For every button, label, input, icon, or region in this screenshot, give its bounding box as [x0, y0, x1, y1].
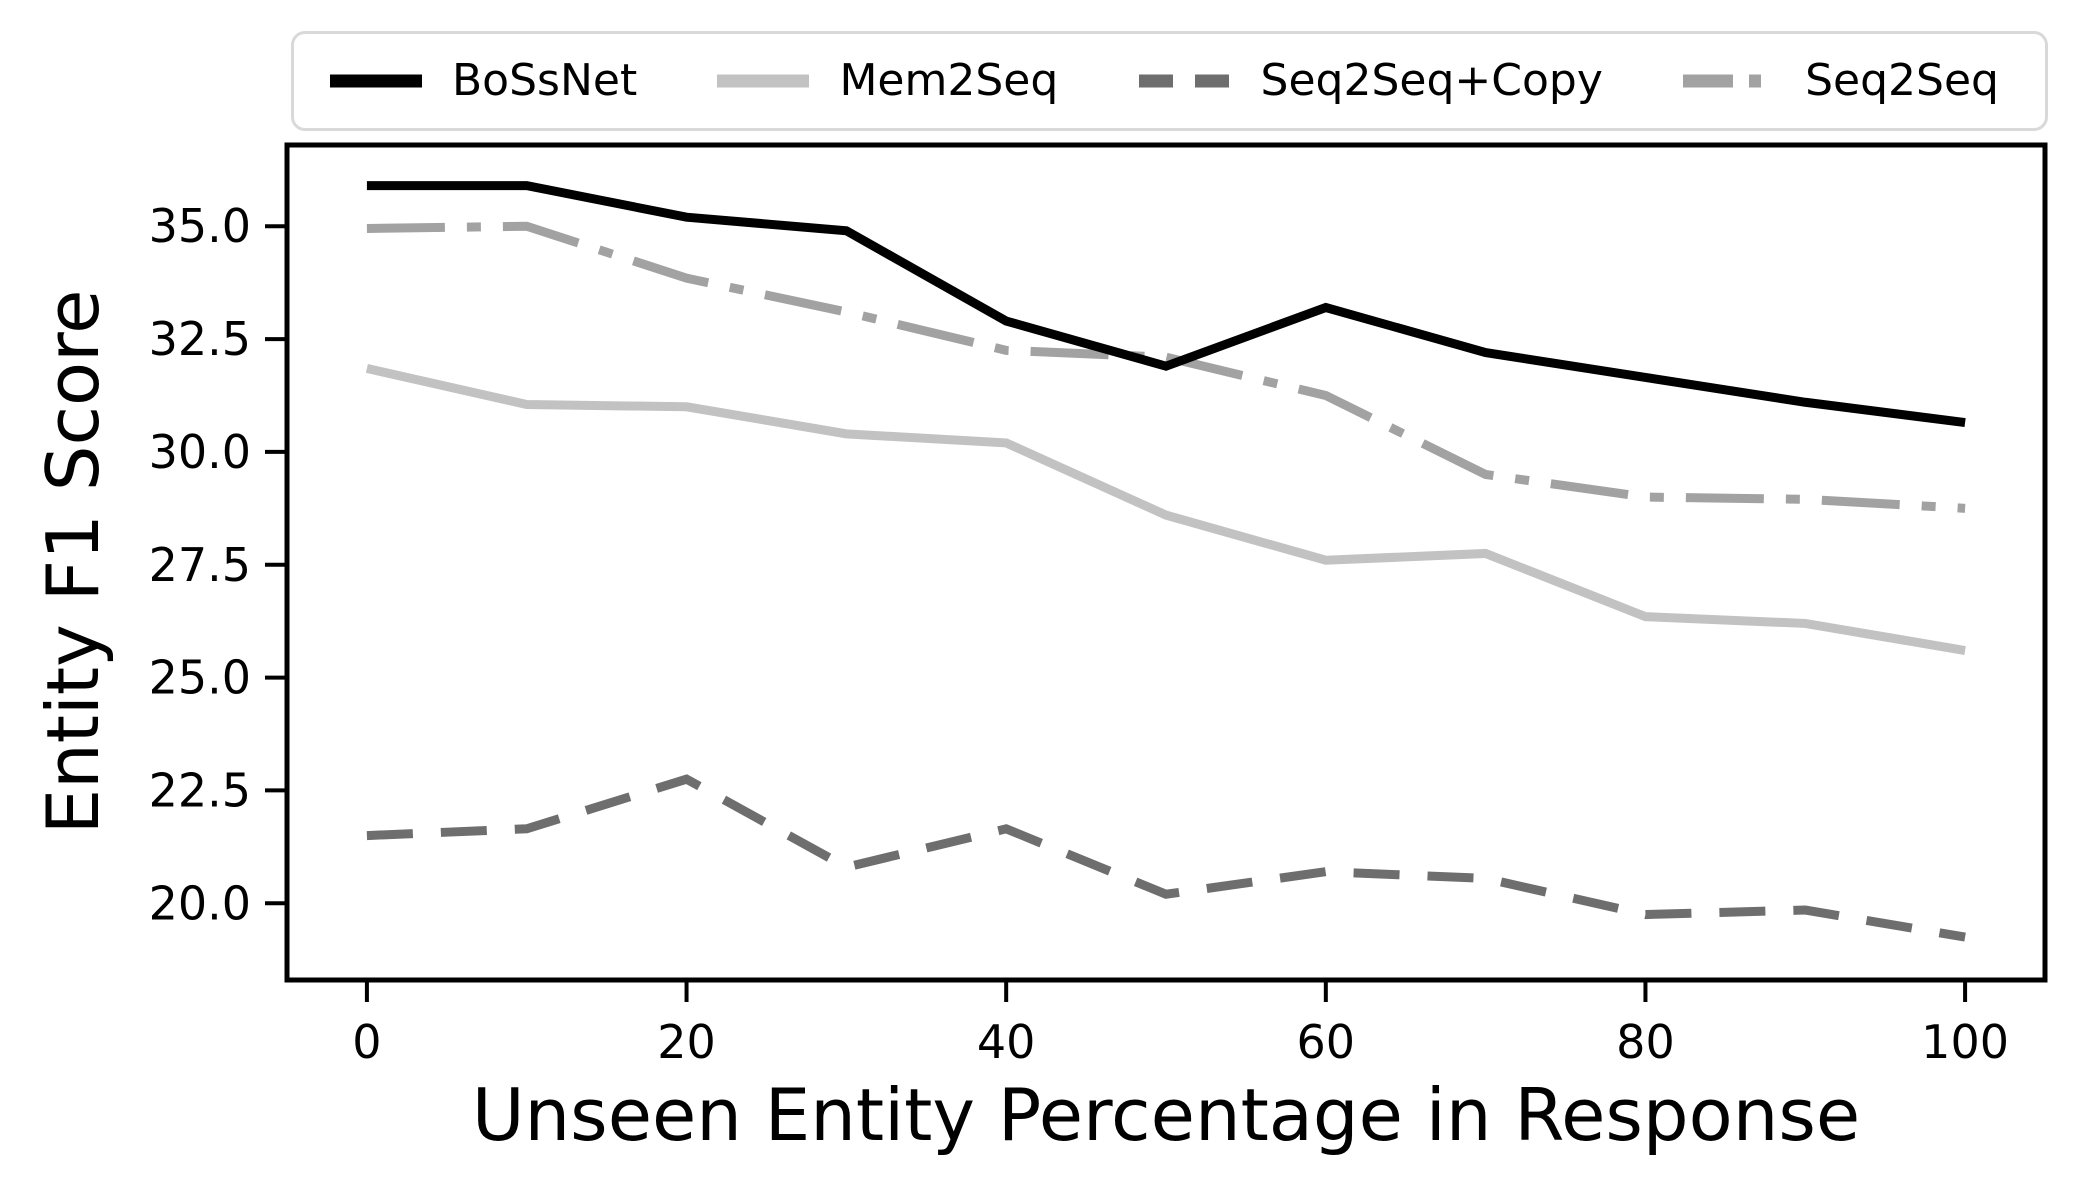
legend: BoSsNet Mem2Seq Seq2Seq+Copy Seq2Seq [291, 31, 2048, 131]
legend-item-bossnet: BoSsNet [328, 59, 637, 103]
x-tick-label: 80 [1616, 1015, 1675, 1069]
y-tick-label: 25.0 [149, 651, 251, 705]
y-tick-label: 22.5 [149, 763, 251, 817]
legend-line-sample [330, 74, 422, 88]
legend-item-seq2seq: Seq2Seq [1681, 59, 1999, 103]
y-tick-label: 27.5 [149, 538, 251, 592]
y-tick-label: 35.0 [149, 199, 251, 253]
y-tick-label: 30.0 [149, 425, 251, 479]
legend-item-seq2seq-copy: Seq2Seq+Copy [1137, 59, 1603, 103]
series-line-bossnet [366, 181, 1966, 428]
x-tick-label: 60 [1297, 1015, 1356, 1069]
legend-label: Seq2Seq+Copy [1260, 55, 1603, 106]
legend-label: Seq2Seq [1805, 55, 1999, 106]
x-tick-label: 20 [657, 1015, 716, 1069]
x-axis-label: Unseen Entity Percentage in Response [472, 1073, 1860, 1157]
legend-item-mem2seq: Mem2Seq [715, 59, 1058, 103]
series-layer [365, 181, 1966, 942]
x-tick-label: 100 [1921, 1015, 2009, 1069]
legend-line-sample [1683, 74, 1776, 88]
y-tick-label: 20.0 [149, 876, 251, 930]
y-axis-label: Entity F1 Score [31, 290, 115, 835]
legend-label: Mem2Seq [839, 55, 1059, 106]
series-line-mem2seq [365, 364, 1966, 655]
axes-layer: 0 20 40 60 80 100 20.0 22.5 25.0 27.5 30.0 32.5 35.0 [149, 142, 2048, 1069]
series-line-seq2seq [366, 221, 1966, 513]
x-tick-label: 0 [352, 1015, 381, 1069]
legend-line-sample [1138, 74, 1231, 88]
legend-line-sample [717, 74, 810, 88]
y-tick-label: 32.5 [149, 312, 251, 366]
series-line-seq2seq-copy [366, 774, 1966, 942]
plot-border [284, 142, 2048, 983]
x-tick-label: 40 [977, 1015, 1036, 1069]
legend-label: BoSsNet [452, 55, 638, 106]
